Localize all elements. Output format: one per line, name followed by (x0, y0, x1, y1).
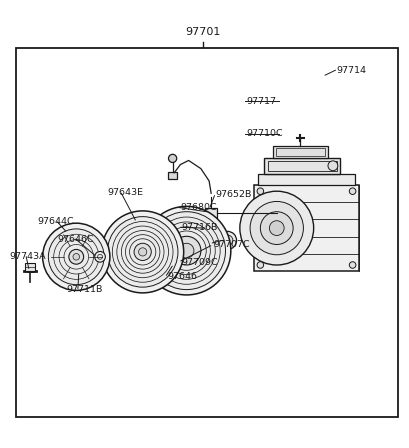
Circle shape (138, 248, 146, 256)
Circle shape (142, 207, 230, 295)
Text: 97710C: 97710C (245, 129, 282, 138)
Circle shape (210, 239, 223, 252)
Circle shape (249, 202, 303, 255)
Text: 97646: 97646 (167, 272, 197, 281)
Bar (258, 173, 354, 185)
Bar (254, 185, 358, 271)
Text: 97711B: 97711B (67, 285, 103, 294)
Circle shape (97, 254, 102, 259)
Circle shape (327, 161, 337, 171)
Circle shape (73, 254, 79, 260)
Text: 97643E: 97643E (108, 188, 144, 197)
Circle shape (213, 242, 220, 249)
Bar (168, 172, 177, 179)
Circle shape (204, 224, 213, 233)
Circle shape (348, 262, 355, 268)
Text: 97707C: 97707C (213, 240, 249, 249)
Circle shape (260, 212, 292, 245)
Circle shape (147, 212, 225, 289)
Text: 97743A: 97743A (9, 252, 45, 261)
Circle shape (172, 236, 200, 265)
Circle shape (179, 243, 193, 258)
Circle shape (258, 202, 290, 234)
Text: 97652B: 97652B (215, 190, 251, 199)
Circle shape (218, 231, 236, 250)
Circle shape (168, 154, 176, 163)
Text: 97701: 97701 (185, 27, 220, 38)
Circle shape (107, 217, 178, 287)
Text: 97716B: 97716B (181, 223, 218, 232)
Text: 97680C: 97680C (180, 203, 216, 212)
Text: 97714: 97714 (335, 66, 365, 75)
Text: 97646C: 97646C (57, 235, 94, 244)
Circle shape (222, 235, 232, 246)
Circle shape (48, 229, 104, 284)
Text: 97709C: 97709C (181, 258, 218, 267)
Text: 97717: 97717 (245, 96, 275, 105)
Circle shape (269, 221, 283, 236)
Bar (275, 148, 324, 155)
Circle shape (94, 251, 105, 262)
Circle shape (43, 223, 110, 290)
Circle shape (260, 224, 288, 253)
Bar (267, 161, 336, 171)
Bar (204, 207, 217, 218)
Circle shape (101, 211, 183, 293)
Text: 97644C: 97644C (37, 217, 73, 226)
Circle shape (239, 191, 313, 265)
Circle shape (264, 207, 284, 228)
Bar (25, 263, 35, 271)
Circle shape (207, 226, 211, 230)
Circle shape (256, 262, 263, 268)
Circle shape (69, 250, 83, 264)
Circle shape (134, 243, 151, 260)
Bar (272, 146, 327, 158)
Bar (264, 158, 339, 173)
Circle shape (348, 188, 355, 194)
Circle shape (252, 216, 297, 261)
Circle shape (256, 188, 263, 194)
